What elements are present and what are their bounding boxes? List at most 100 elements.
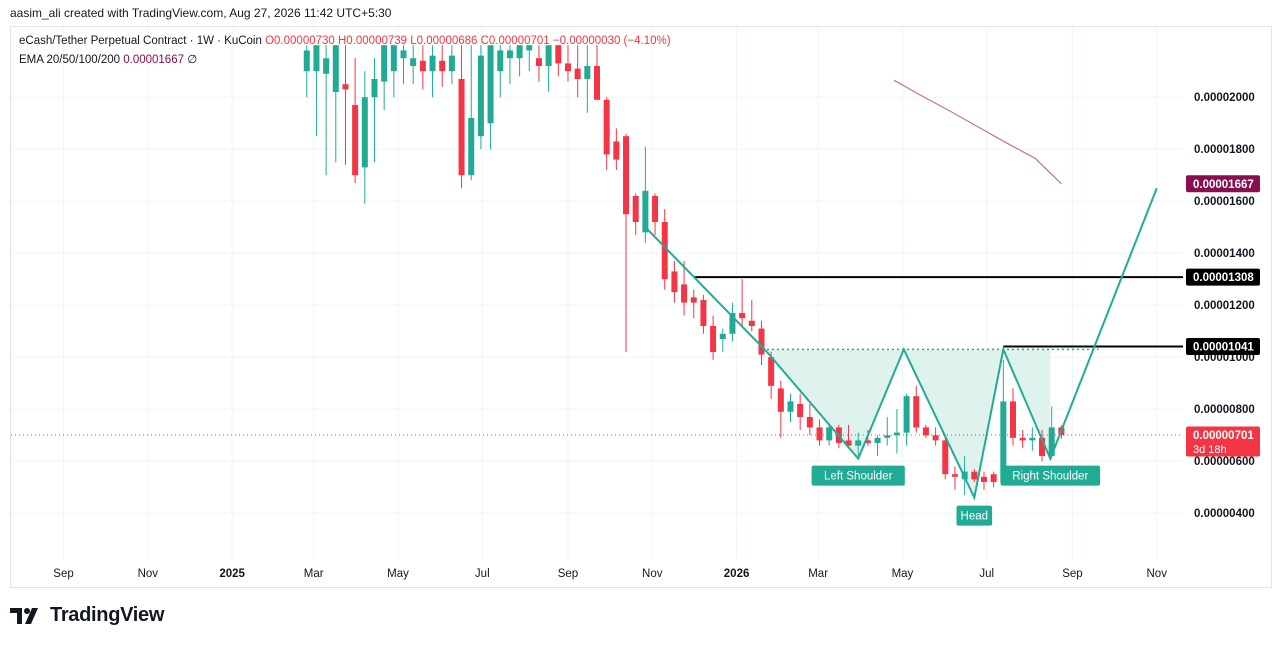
candle [535, 45, 542, 82]
candle [845, 424, 852, 449]
candle-body [352, 105, 359, 176]
candle-body [652, 196, 659, 222]
candle-body [555, 45, 562, 64]
candle [468, 45, 475, 181]
candle [313, 45, 320, 137]
tradingview-logo-text: TradingView [50, 604, 165, 626]
candle [497, 45, 504, 98]
candle [613, 128, 620, 170]
candle-body [323, 58, 330, 74]
candle-body [1000, 401, 1007, 482]
candle [1029, 427, 1036, 451]
candle [323, 45, 330, 176]
candle-body [729, 313, 736, 334]
x-tick-label: Sep [53, 568, 73, 580]
candle-body [371, 79, 378, 98]
symbol-legend[interactable]: eCash/Tether Perpetual Contract · 1W · K… [19, 35, 671, 47]
candle-body [768, 357, 775, 386]
candle-body [390, 45, 397, 72]
ema-legend-suffix: ∅ [187, 54, 198, 66]
candle-body [922, 427, 929, 436]
candle [990, 471, 997, 488]
y-tick-label: 0.00001400 [1194, 248, 1255, 260]
candle [951, 466, 958, 490]
level-price-label-bg [1186, 338, 1260, 356]
candle [681, 261, 688, 316]
x-tick-label: Sep [558, 568, 578, 580]
candle [574, 45, 581, 98]
chart-frame [10, 26, 1272, 588]
candle-body [855, 440, 862, 446]
candle [661, 209, 668, 290]
candle-body [816, 427, 823, 441]
candle-body [564, 63, 571, 72]
candle-body [429, 55, 436, 72]
ema-price-label: 0.00001667 [1193, 179, 1254, 191]
y-tick-label: 0.00002000 [1194, 92, 1255, 104]
candle [439, 45, 446, 87]
candle-body [632, 196, 639, 222]
candle [971, 469, 978, 482]
candle-body [623, 136, 630, 215]
ema-line [893, 79, 1062, 185]
ohlc-low: L0.00000686 [410, 35, 478, 47]
y-tick-label: 0.00000800 [1194, 404, 1255, 416]
candle [419, 45, 426, 90]
candle [642, 146, 649, 243]
ohlc-high: H0.00000739 [338, 35, 408, 47]
tradingview-logo[interactable]: TradingView [10, 604, 164, 627]
candle-body [1019, 437, 1026, 441]
candle [381, 45, 388, 111]
pattern-annotation[interactable]: Left Shoulder [811, 465, 905, 486]
candle-body [526, 45, 533, 51]
pattern-annotation[interactable]: Head [956, 505, 993, 526]
x-tick-label: 2025 [219, 568, 245, 580]
candle [758, 320, 765, 365]
x-tick-label: Sep [1062, 568, 1082, 580]
x-tick-label: May [387, 568, 409, 580]
candle-body [777, 388, 784, 412]
candle [371, 58, 378, 163]
candle [826, 424, 833, 446]
candle-body [990, 474, 997, 482]
candle-body [487, 45, 494, 124]
candle [390, 45, 397, 98]
candle-body [893, 432, 900, 436]
candle-body [942, 440, 949, 475]
x-tick-label: Nov [1147, 568, 1168, 580]
candle [1039, 430, 1046, 462]
candle-body [448, 55, 455, 72]
candle [719, 328, 726, 352]
candle [555, 45, 562, 77]
candle-body [545, 45, 552, 66]
x-tick-label: Nov [138, 568, 159, 580]
candle-body [661, 222, 668, 280]
candle-body [419, 60, 426, 72]
candle-body [864, 440, 871, 443]
candle [980, 471, 987, 490]
candle [458, 45, 465, 189]
candle [652, 193, 659, 235]
candle [429, 45, 436, 98]
candle-body [400, 50, 407, 59]
candle [855, 432, 862, 456]
ema-legend[interactable]: EMA 20/50/100/200 0.00001667 ∅ [19, 52, 197, 66]
candle [603, 97, 610, 170]
candle [487, 45, 494, 150]
pattern-annotation[interactable]: Right Shoulder [1000, 465, 1101, 486]
candle-body [1039, 437, 1046, 456]
annotation-box [811, 465, 905, 486]
candle-body [332, 45, 339, 92]
candle-body [719, 333, 726, 339]
candle-body [710, 326, 717, 352]
annotation-text: Head [961, 511, 989, 523]
candle [545, 45, 552, 92]
candle-body [932, 435, 939, 441]
ohlc-open: O0.00000730 [265, 35, 335, 47]
x-tick-label: May [892, 568, 914, 580]
candle [942, 435, 949, 480]
candle-body [410, 58, 417, 66]
candle [410, 45, 417, 85]
candle [700, 294, 707, 334]
